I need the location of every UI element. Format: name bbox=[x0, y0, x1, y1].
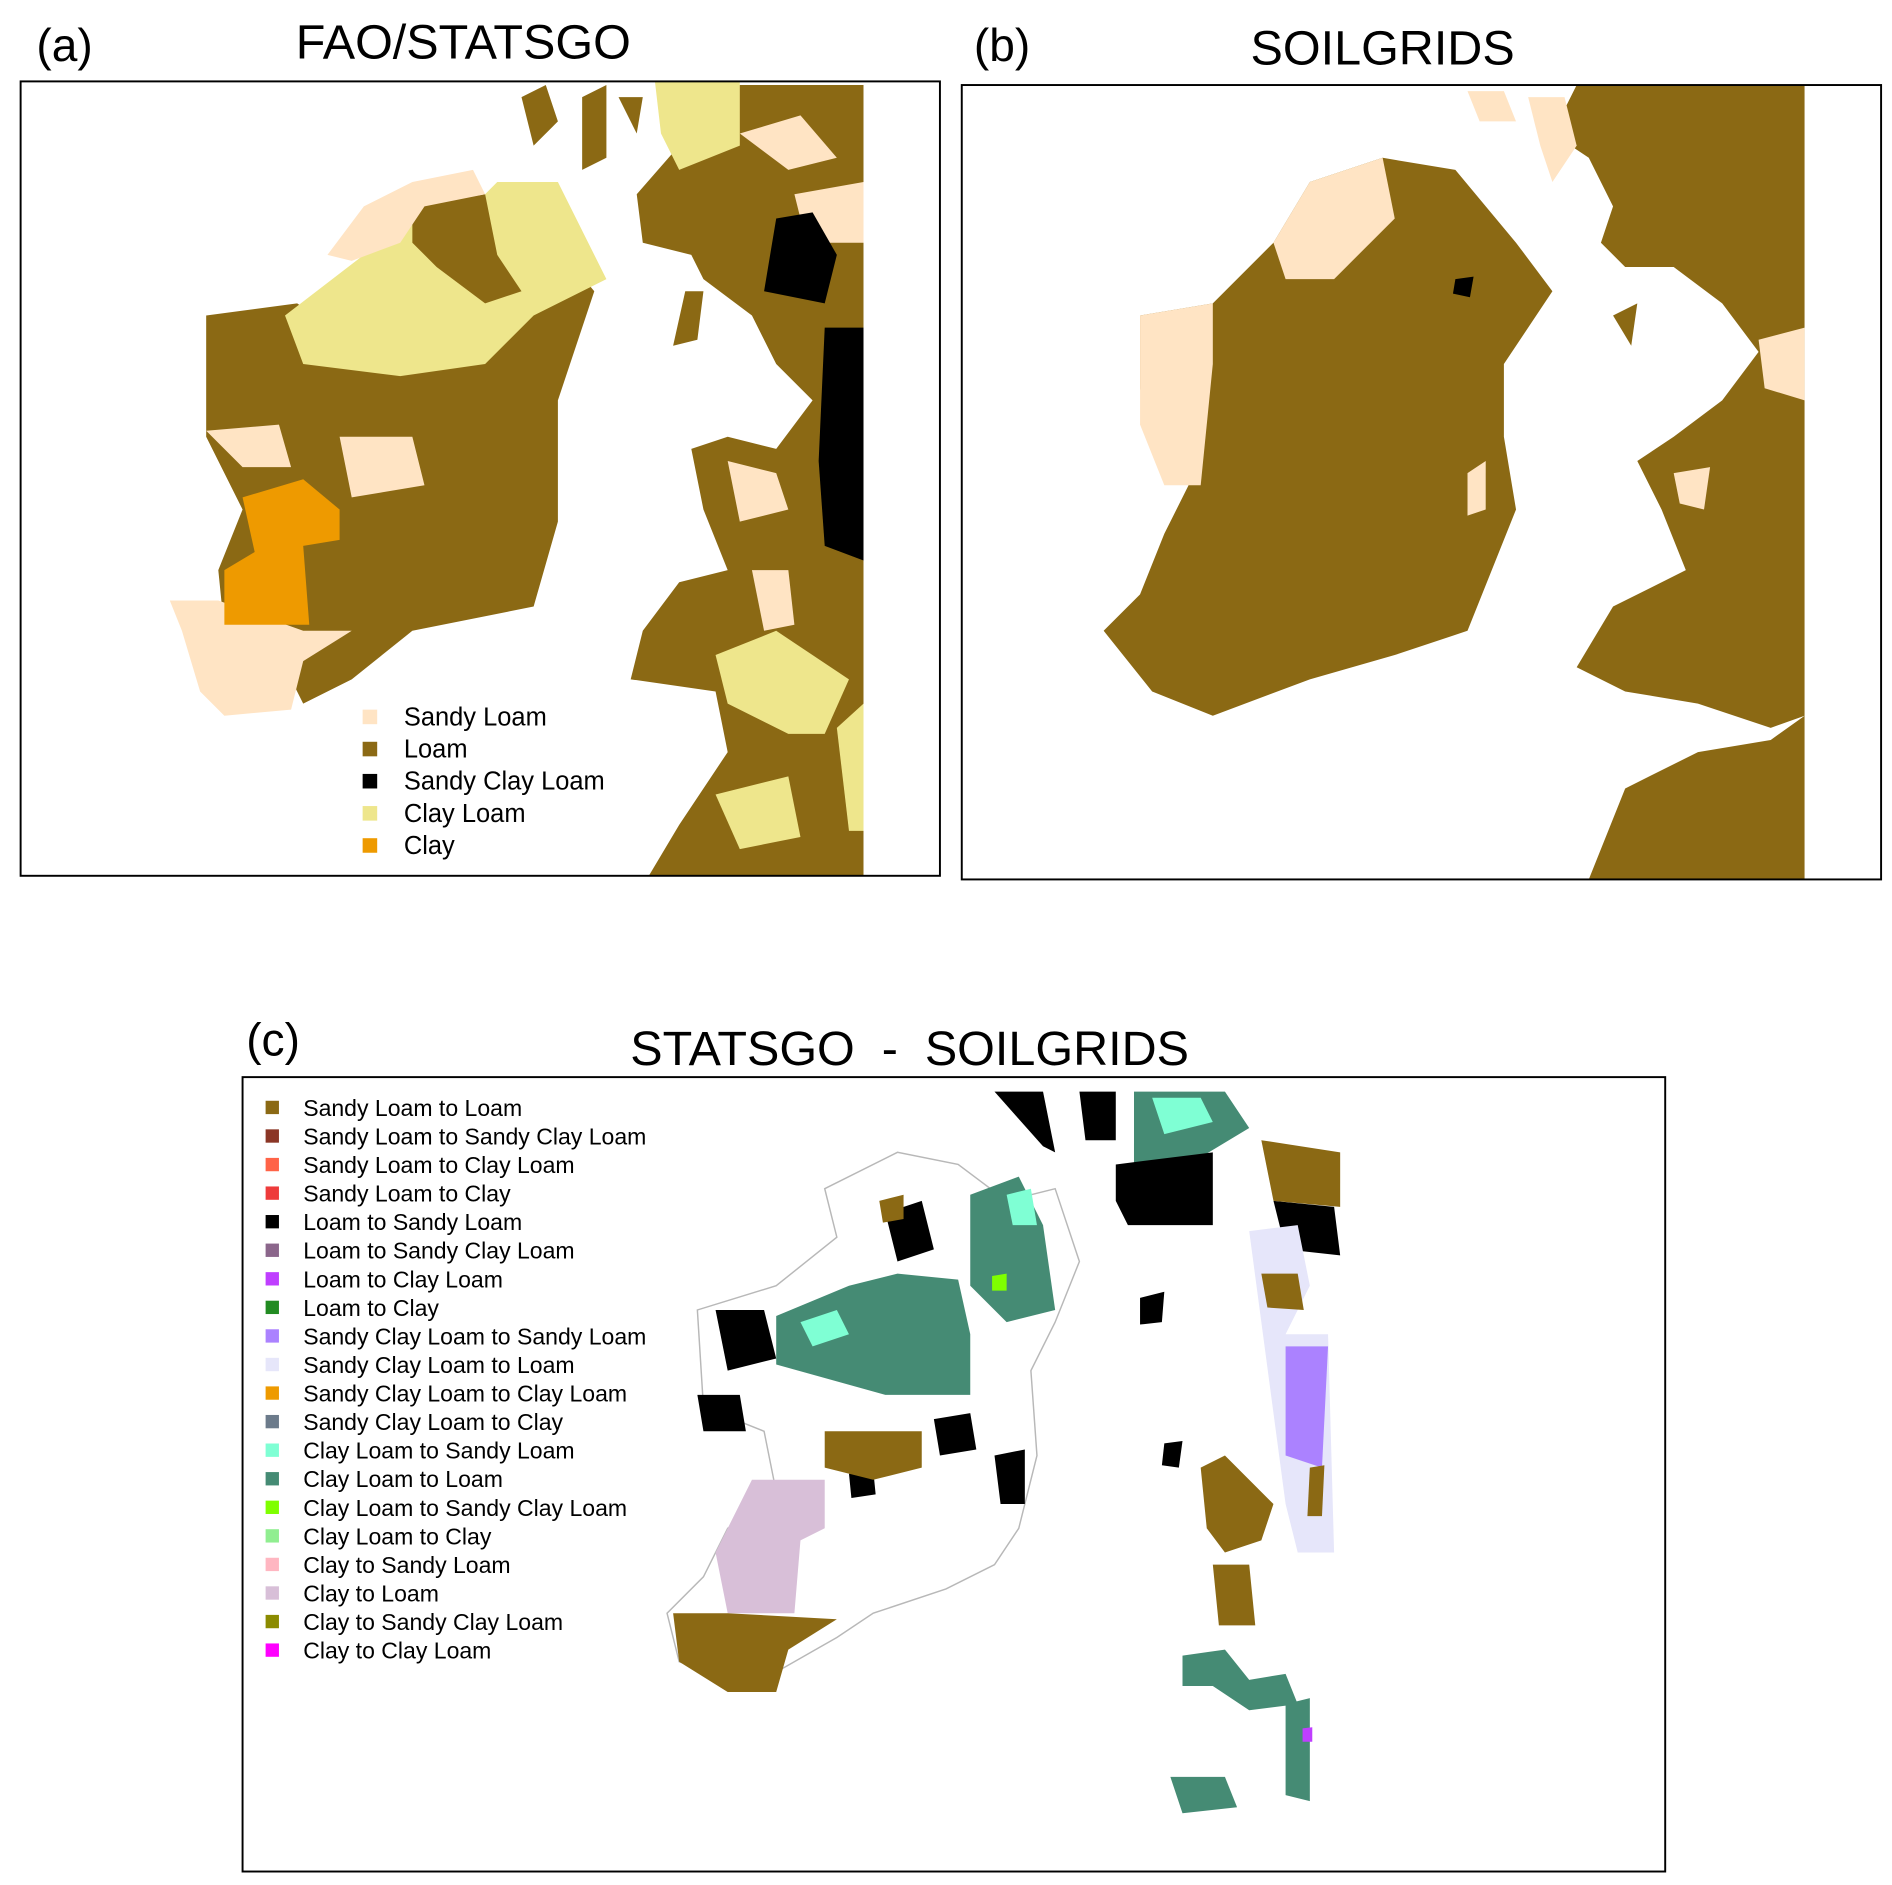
legend-label: Clay to Loam bbox=[303, 1580, 439, 1606]
legend-label: Loam bbox=[404, 736, 468, 764]
legend-swatch bbox=[265, 1529, 279, 1543]
legend-swatch bbox=[265, 1500, 279, 1514]
legend-label: Sandy Clay Loam to Clay bbox=[303, 1409, 563, 1435]
legend-item: Clay Loam to Loam bbox=[265, 1466, 503, 1492]
legend-swatch bbox=[362, 709, 378, 725]
map-difference bbox=[666, 1091, 1341, 1814]
legend-label: Sandy Loam to Clay Loam bbox=[303, 1152, 574, 1178]
legend-item: Sandy Loam to Clay bbox=[265, 1181, 511, 1207]
legend-label: Loam to Sandy Clay Loam bbox=[303, 1238, 574, 1264]
panel-b-frame bbox=[960, 84, 1883, 881]
panel-c-label: (c) bbox=[246, 1013, 300, 1065]
legend-swatch bbox=[265, 1414, 279, 1429]
legend-label: Clay to Sandy Clay Loam bbox=[303, 1609, 563, 1635]
legend-item: Sandy Clay Loam to Loam bbox=[265, 1352, 575, 1378]
panel-b: (b) SOILGRIDS bbox=[960, 19, 1883, 881]
legend-swatch bbox=[265, 1243, 279, 1257]
legend-label: Clay bbox=[404, 832, 455, 860]
legend-item: Sandy Loam to Sandy Clay Loam bbox=[265, 1123, 646, 1149]
legend-swatch bbox=[265, 1614, 279, 1629]
legend-label: Sandy Loam to Loam bbox=[303, 1095, 522, 1121]
map-soilgrids bbox=[1103, 85, 1805, 880]
legend-item: Sandy Clay Loam bbox=[362, 768, 605, 796]
legend-swatch bbox=[265, 1386, 279, 1400]
legend-item: Sandy Loam bbox=[362, 703, 547, 731]
legend-swatch bbox=[362, 741, 378, 757]
legend-item: Clay to Loam bbox=[265, 1580, 439, 1606]
panel-a: (a) FAO/STATSGO bbox=[19, 15, 941, 877]
legend-label: Sandy Clay Loam to Loam bbox=[303, 1352, 574, 1378]
panel-c: (c) STATSGO - SOILGRIDS bbox=[241, 1013, 1667, 1873]
legend-swatch bbox=[265, 1357, 279, 1372]
legend-swatch bbox=[265, 1557, 279, 1572]
legend-swatch bbox=[265, 1586, 279, 1600]
map-fao-statsgo bbox=[169, 81, 864, 876]
legend-label: Clay Loam to Clay bbox=[303, 1523, 492, 1549]
panel-a-title: FAO/STATSGO bbox=[296, 15, 631, 69]
legend-swatch bbox=[265, 1157, 279, 1172]
legend-label: Loam to Clay Loam bbox=[303, 1266, 503, 1292]
panel-a-label: (a) bbox=[36, 19, 92, 71]
legend-item: Clay to Sandy Loam bbox=[265, 1552, 511, 1578]
legend-swatch bbox=[265, 1443, 279, 1457]
legend-item: Clay Loam to Sandy Clay Loam bbox=[265, 1495, 627, 1521]
legend-label: Sandy Loam bbox=[404, 703, 547, 731]
legend-label: Sandy Loam to Clay bbox=[303, 1181, 511, 1207]
panel-c-frame bbox=[241, 1076, 1667, 1873]
legend-swatch bbox=[265, 1300, 279, 1315]
legend-item: Clay to Clay Loam bbox=[265, 1638, 491, 1664]
legend-label: Sandy Clay Loam to Sandy Loam bbox=[303, 1323, 646, 1349]
legend-item: Loam to Sandy Loam bbox=[265, 1209, 522, 1235]
legend-label: Clay to Clay Loam bbox=[303, 1638, 491, 1664]
legend-item: Loam bbox=[362, 736, 468, 764]
legend-item: Loam to Clay bbox=[265, 1295, 439, 1321]
panel-b-title: SOILGRIDS bbox=[1251, 21, 1515, 75]
panel-a-frame bbox=[19, 80, 941, 877]
legend-item: Clay to Sandy Clay Loam bbox=[265, 1609, 563, 1635]
legend-swatch bbox=[265, 1472, 279, 1486]
legend-item: Sandy Loam to Clay Loam bbox=[265, 1152, 575, 1178]
legend-item: Loam to Clay Loam bbox=[265, 1266, 503, 1292]
legend-label: Clay Loam to Loam bbox=[303, 1466, 503, 1492]
legend-item: Clay Loam bbox=[362, 800, 526, 828]
legend-swatch bbox=[265, 1643, 279, 1657]
legend-item: Loam to Sandy Clay Loam bbox=[265, 1238, 575, 1264]
legend-label: Clay Loam to Sandy Loam bbox=[303, 1438, 574, 1464]
legend-swatch bbox=[265, 1329, 279, 1343]
legend-label: Sandy Loam to Sandy Clay Loam bbox=[303, 1123, 646, 1149]
legend-swatch bbox=[265, 1100, 279, 1115]
legend-item: Sandy Clay Loam to Sandy Loam bbox=[265, 1323, 646, 1349]
legend-swatch bbox=[362, 838, 378, 853]
panel-c-title: STATSGO - SOILGRIDS bbox=[630, 1022, 1189, 1076]
legend-a: Sandy Loam Loam Sandy Clay Loam Clay Loam Cl… bbox=[362, 703, 605, 860]
legend-label: Loam to Clay bbox=[303, 1295, 439, 1321]
legend-item: Clay bbox=[362, 832, 455, 860]
legend-item: Clay Loam to Sandy Loam bbox=[265, 1438, 575, 1464]
legend-item: Clay Loam to Clay bbox=[265, 1523, 492, 1549]
legend-label: Clay Loam to Sandy Clay Loam bbox=[303, 1495, 627, 1521]
legend-label: Sandy Clay Loam bbox=[404, 768, 605, 796]
legend-swatch bbox=[362, 806, 378, 821]
legend-label: Clay Loam bbox=[404, 800, 526, 828]
legend-swatch bbox=[265, 1129, 279, 1143]
legend-item: Sandy Clay Loam to Clay Loam bbox=[265, 1381, 627, 1407]
legend-label: Loam to Sandy Loam bbox=[303, 1209, 522, 1235]
panel-b-label: (b) bbox=[974, 19, 1030, 71]
legend-label: Clay to Sandy Loam bbox=[303, 1552, 510, 1578]
legend-swatch bbox=[265, 1215, 279, 1229]
legend-item: Sandy Clay Loam to Clay bbox=[265, 1409, 564, 1435]
legend-label: Sandy Clay Loam to Clay Loam bbox=[303, 1381, 627, 1407]
legend-swatch bbox=[265, 1186, 279, 1200]
legend-swatch bbox=[362, 773, 378, 789]
legend-swatch bbox=[265, 1272, 279, 1286]
legend-item: Sandy Loam to Loam bbox=[265, 1095, 522, 1121]
